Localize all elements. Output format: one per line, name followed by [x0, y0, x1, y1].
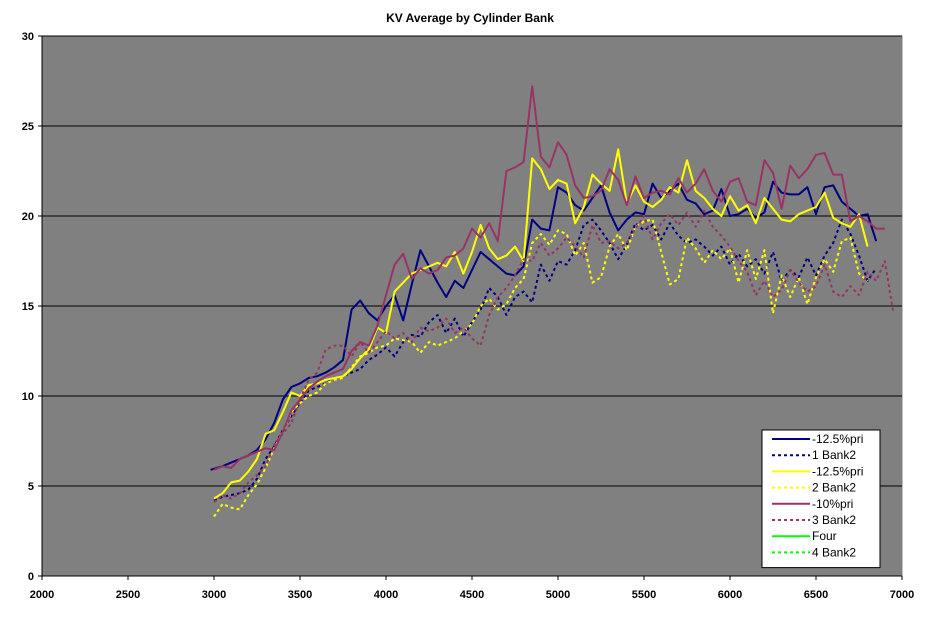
axes	[38, 35, 903, 580]
series-line-2	[213, 148, 869, 500]
x-tick-label-2000: 2000	[30, 589, 54, 601]
x-tick-label-6000: 6000	[718, 589, 742, 601]
x-tick-label-4500: 4500	[460, 589, 484, 601]
tick-labels: 0 5 10 15 20 25 30 2000 2500 3000 3500 4000 4500 5000…	[22, 31, 914, 601]
x-tick-label-4000: 4000	[374, 589, 398, 601]
y-tick-label-30: 30	[22, 31, 34, 43]
legend-label-0: -12.5%pri	[812, 432, 863, 446]
x-tick-label-5500: 5500	[632, 589, 656, 601]
chart-title: KV Average by Cylinder Bank	[386, 11, 554, 25]
y-tick-label-0: 0	[28, 571, 34, 583]
series-line-0	[210, 180, 878, 471]
legend-box	[761, 429, 881, 569]
x-tick-label-6500: 6500	[804, 589, 828, 601]
legend-label-6: Four	[812, 529, 837, 543]
x-tick-label-5000: 5000	[546, 589, 570, 601]
y-tick-label-15: 15	[22, 301, 34, 313]
legend-label-3: 2 Bank2	[812, 481, 856, 495]
series-line-5	[213, 209, 895, 503]
legend-label-7: 4 Bank2	[812, 545, 856, 559]
y-tick-label-25: 25	[22, 121, 34, 133]
legend-label-1: 1 Bank2	[812, 448, 856, 462]
y-tick-label-20: 20	[22, 211, 34, 223]
y-tick-label-5: 5	[28, 481, 34, 493]
legend-label-5: 3 Bank2	[812, 513, 856, 527]
series-line-3	[213, 218, 869, 518]
x-tick-label-3500: 3500	[288, 589, 312, 601]
series-line-4	[213, 85, 885, 471]
x-tick-label-7000: 7000	[890, 589, 914, 601]
y-tick-label-10: 10	[22, 391, 34, 403]
grid-lines	[42, 35, 902, 487]
series-layer	[210, 85, 895, 518]
x-tick-label-2500: 2500	[116, 589, 140, 601]
x-tick-label-3000: 3000	[202, 589, 226, 601]
legend: -12.5%pri 1 Bank2 -12.5%pri 2 Bank2 -10%pri 3…	[761, 429, 881, 569]
legend-label-4: -10%pri	[812, 497, 853, 511]
legend-label-2: -12.5%pri	[812, 464, 863, 478]
